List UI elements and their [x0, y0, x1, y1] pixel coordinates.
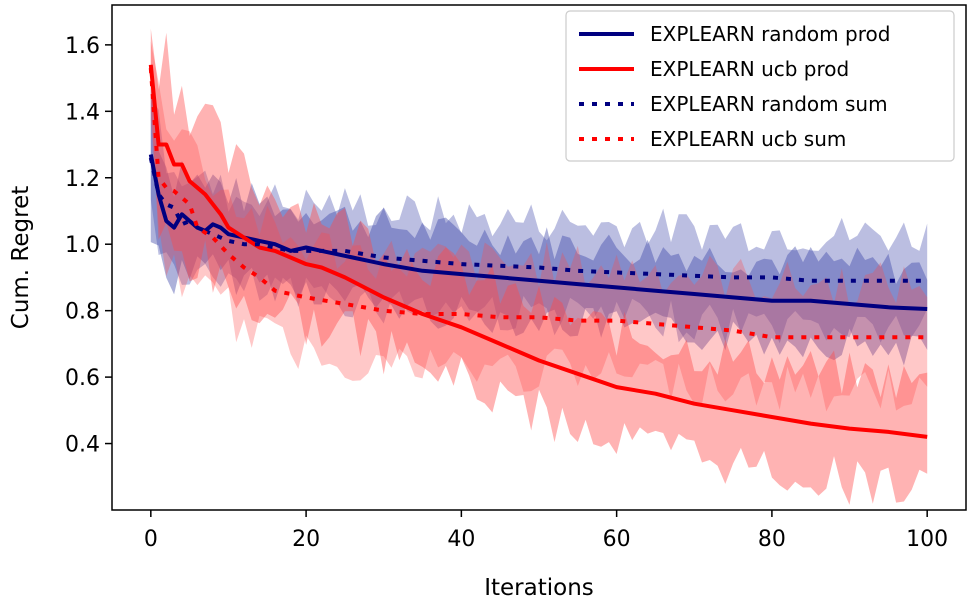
confidence-band-3	[150, 96, 928, 344]
y-tick-label: 0.6	[65, 366, 100, 391]
x-tick-label: 0	[144, 527, 158, 552]
x-tick-label: 20	[292, 527, 320, 552]
legend: EXPLEARN random prod EXPLEARN ucb prod EXP…	[565, 10, 955, 162]
y-tick-label: 1.6	[65, 34, 100, 59]
x-tick-label: 100	[906, 527, 948, 552]
y-axis-label: Cum. Regret	[8, 186, 34, 329]
legend-label: EXPLEARN ucb prod	[650, 57, 849, 81]
confidence-band-4	[150, 41, 928, 412]
confidence-bands	[150, 28, 928, 505]
y-axis-ticks: 0.4 0.6 0.8 1.0 1.2 1.4 1.6	[65, 34, 112, 458]
x-tick-label: 80	[758, 527, 786, 552]
legend-label: EXPLEARN ucb sum	[650, 127, 846, 151]
y-tick-label: 0.4	[65, 433, 100, 458]
y-tick-label: 1.2	[65, 167, 100, 192]
y-tick-label: 0.8	[65, 300, 100, 325]
series-lines	[148, 64, 928, 439]
legend-label: EXPLEARN random prod	[650, 22, 890, 46]
y-tick-label: 1.4	[65, 100, 100, 125]
x-axis-ticks: 0 20 40 60 80 100	[144, 510, 948, 552]
legend-label: EXPLEARN random sum	[650, 92, 888, 116]
y-tick-label: 1.0	[65, 233, 100, 258]
confidence-band-2	[150, 28, 928, 505]
plot-frame	[111, 4, 967, 511]
x-axis-label: Iterations	[484, 575, 594, 601]
legend-box	[565, 10, 955, 162]
series-line-4	[148, 67, 928, 340]
x-tick-label: 60	[603, 527, 631, 552]
x-tick-label: 40	[447, 527, 475, 552]
confidence-band-1	[150, 72, 928, 366]
series-line-2	[148, 64, 928, 439]
